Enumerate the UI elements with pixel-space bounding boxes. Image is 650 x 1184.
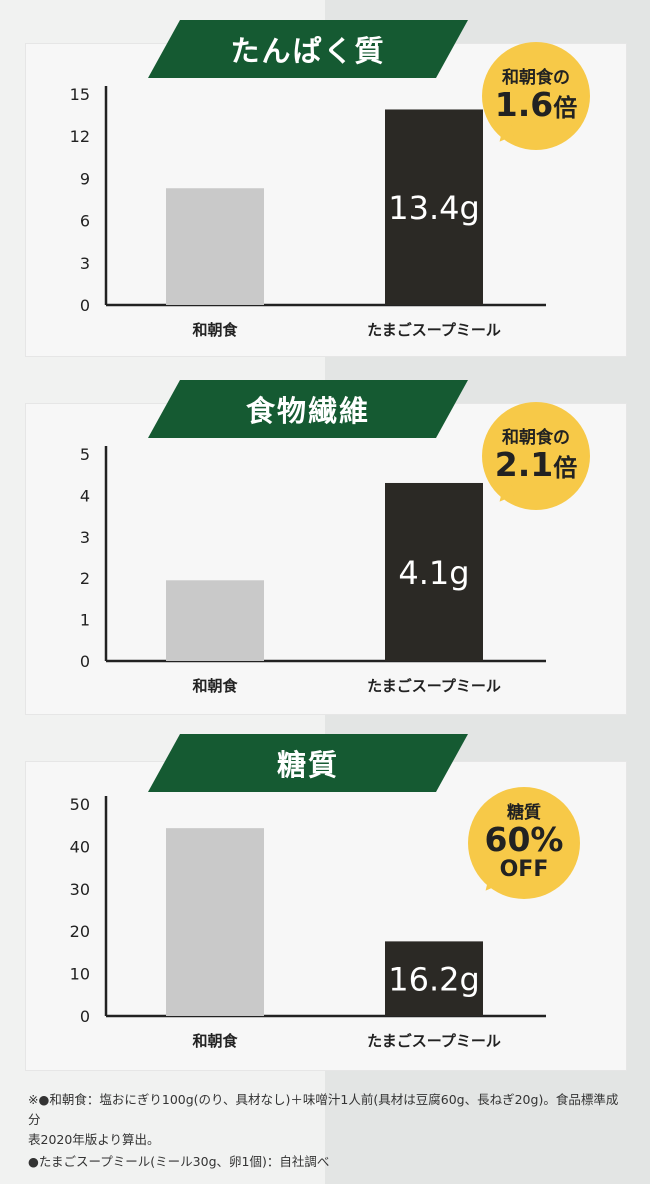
y-tick-label: 15: [70, 85, 90, 104]
y-tick-label: 4: [80, 486, 90, 505]
comparison-badge-protein: 和朝食の 1.6倍: [482, 42, 590, 150]
x-category-label: たまごスープミール: [367, 1032, 501, 1050]
footnote-line1: ※●和朝食：塩おにぎり100g(のり、具材なし)＋味噌汁1人前(具材は豆腐60g…: [28, 1092, 619, 1127]
x-category-label: 和朝食: [192, 677, 238, 695]
chart-title: 糖質: [276, 748, 339, 782]
comparison-badge-fiber: 和朝食の 2.1倍: [482, 402, 590, 510]
x-category-label: たまごスープミール: [367, 321, 501, 339]
y-tick-label: 3: [80, 528, 90, 547]
bar-data-label: 13.4g: [388, 189, 480, 227]
bar-washoku: [166, 188, 264, 305]
y-tick-label: 10: [70, 965, 90, 984]
chart-title-ribbon-carbs: 糖質: [148, 734, 468, 792]
y-tick-label: 6: [80, 212, 90, 231]
bar-washoku: [166, 580, 264, 661]
y-tick-label: 40: [70, 837, 90, 856]
bar-data-label: 16.2g: [388, 961, 480, 999]
badge-line1: 糖質: [507, 803, 541, 824]
y-tick-label: 1: [80, 611, 90, 630]
chart-panel-fiber: 0 1 2 3 4 5 和朝食 たまごスープミール 4.1g: [26, 404, 626, 714]
x-category-label: 和朝食: [192, 321, 238, 339]
x-category-label: たまごスープミール: [367, 677, 501, 695]
badge-line3: OFF: [499, 856, 549, 882]
bar-data-label: 4.1g: [398, 554, 469, 592]
bar-tamago-soup-meal: [385, 109, 483, 306]
badge-value: 2.1: [494, 444, 554, 484]
badge-line1: 和朝食の: [502, 427, 570, 448]
comparison-badge-carbs: 糖質 60% OFF: [468, 787, 580, 899]
bar-chart-fiber: 0 1 2 3 4 5 和朝食 たまごスープミール 4.1g: [80, 445, 546, 695]
y-tick-label: 3: [80, 254, 90, 273]
y-tick-label: 12: [70, 127, 90, 146]
y-tick-label: 0: [80, 296, 90, 315]
y-tick-label: 0: [80, 652, 90, 671]
y-tick-label: 30: [70, 880, 90, 899]
chart-title-ribbon-protein: たんぱく質: [148, 20, 468, 78]
y-tick-label: 2: [80, 569, 90, 588]
chart-title: 食物繊維: [245, 394, 370, 428]
bar-tamago-soup-meal: [385, 941, 483, 1016]
y-tick-label: 9: [80, 169, 90, 188]
footnote-line3: ●たまごスープミール(ミール30g、卵1個)：自社調べ: [28, 1154, 330, 1169]
badge-line1: 和朝食の: [502, 67, 570, 88]
badge-value: 60%: [484, 820, 564, 860]
y-tick-label: 20: [70, 922, 90, 941]
bar-chart-protein: 0 3 6 9 12 15 和朝食 たまごスープミール 13.4g: [70, 85, 546, 339]
chart-title-ribbon-fiber: 食物繊維: [148, 380, 468, 438]
footnote: ※●和朝食：塩おにぎり100g(のり、具材なし)＋味噌汁1人前(具材は豆腐60g…: [28, 1090, 628, 1172]
y-tick-label: 50: [70, 795, 90, 814]
badge-unit: 倍: [553, 453, 578, 482]
y-tick-label: 5: [80, 445, 90, 464]
footnote-line2: 表2020年版より算出。: [28, 1132, 160, 1147]
badge-unit: 倍: [553, 93, 578, 122]
bar-washoku: [166, 828, 264, 1016]
bar-tamago-soup-meal: [385, 482, 483, 661]
chart-title: たんぱく質: [230, 34, 386, 68]
badge-value: 1.6: [494, 84, 554, 124]
bar-chart-carbs: 0 10 20 30 40 50 和朝食 たまごスープミール 16.2g: [70, 795, 546, 1050]
x-category-label: 和朝食: [192, 1032, 238, 1050]
y-tick-label: 0: [80, 1007, 90, 1026]
